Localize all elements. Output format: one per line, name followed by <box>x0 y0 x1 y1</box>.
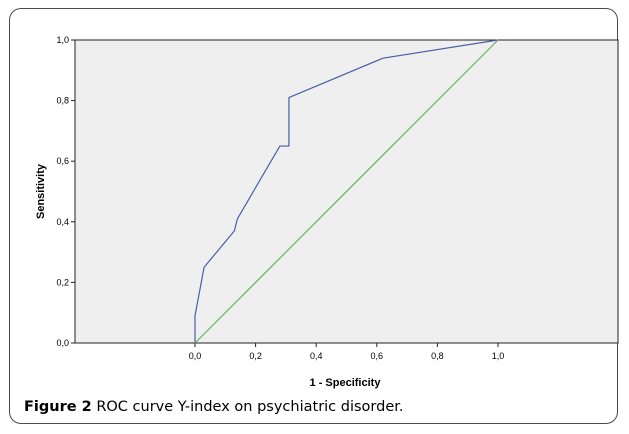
x-tick-label: 0,0 <box>189 351 202 361</box>
x-tick-label: 1,0 <box>492 351 505 361</box>
y-tick-label: 0,8 <box>56 96 69 106</box>
series-layer <box>194 39 499 344</box>
x-tick-label: 0,2 <box>249 351 262 361</box>
y-tick-label: 0,2 <box>56 277 69 287</box>
y-tick-label: 0,6 <box>56 156 69 166</box>
y-tick-label: 0,0 <box>56 338 69 348</box>
figure-caption: Figure 2 ROC curve Y-index on psychiatri… <box>24 399 404 415</box>
y-tick-label: 0,4 <box>56 217 69 227</box>
x-tick-label: 0,8 <box>431 351 444 361</box>
x-axis-title: 1 - Specificity <box>310 377 382 389</box>
caption-period: . <box>398 399 404 415</box>
x-axis: 0,0 0,2 0,4 0,6 0,8 1,0 <box>189 343 505 361</box>
figure-caption-text: ROC curve Y-index on psychiatric disorde… <box>96 399 399 415</box>
roc-curve-line <box>194 39 499 343</box>
x-tick-label: 0,6 <box>371 351 384 361</box>
x-tick-label: 0,4 <box>310 351 323 361</box>
y-axis-title: Sensitivity <box>35 163 47 219</box>
reference-diagonal-line <box>194 39 499 344</box>
figure-label: Figure 2 <box>24 399 92 415</box>
y-tick-label: 1,0 <box>56 35 69 45</box>
y-axis: 0,0 0,2 0,4 0,6 0,8 1,0 <box>56 35 75 348</box>
